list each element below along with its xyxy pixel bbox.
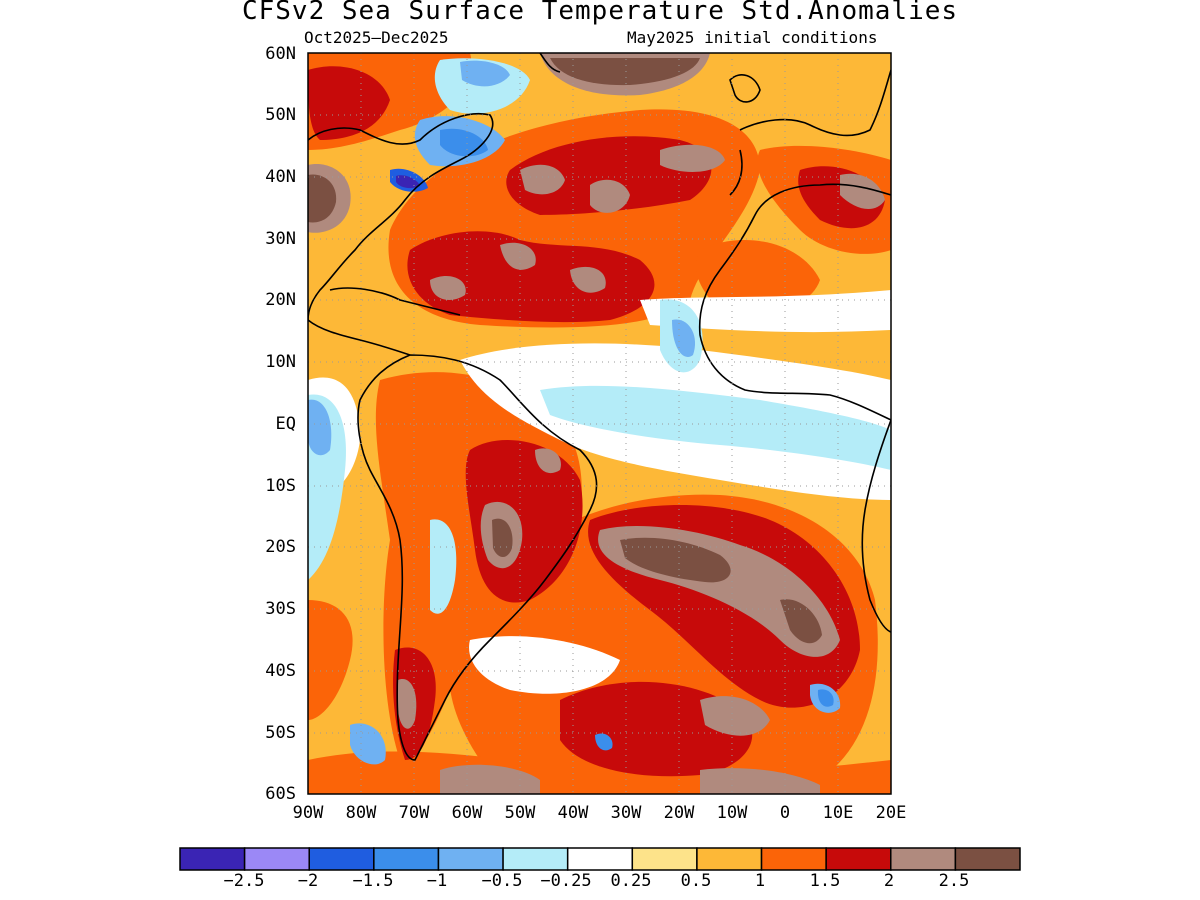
warm-region-west-africa [696,240,820,314]
coastline-britain [729,74,761,103]
map-frame [307,52,892,795]
coastline-south-america [357,354,598,761]
hot-region-nw-atlantic [308,66,390,140]
coastline-north-america [308,113,494,321]
lon-label-20w: 20W [663,803,695,823]
lat-label-40s: 40S [265,661,296,681]
coastline-africa [698,183,891,421]
neutral-band-trade [640,290,891,333]
cold-region-equatorial-pacific [308,399,332,456]
colorbar-label: −1 [426,871,448,891]
colorbar-swatch [825,847,892,871]
colorbar-swatch [502,847,569,871]
colorbar-label: 0.5 [680,871,712,891]
colorbar [179,847,1021,871]
very-hot-region-patagonia [398,679,417,729]
very-hot-region-subtropical [430,242,606,300]
forecast-period: Oct2025–Dec2025 [304,28,449,47]
colorbar-label: −0.5 [481,871,523,891]
colorbar-swatch [437,847,504,871]
lat-label-50s: 50S [265,723,296,743]
lon-label-90w: 90W [292,803,324,823]
colorbar-label: −1.5 [352,871,394,891]
colorbar-swatch [243,847,310,871]
colorbar-swatch [890,847,957,871]
cold-region-west-africa [672,319,696,357]
lon-label-40w: 40W [557,803,589,823]
coastline-europe [739,69,891,137]
warm-region-chile [308,600,353,720]
lon-label-70w: 70W [398,803,430,823]
coastlines [308,53,891,761]
cool-region-equatorial [540,385,891,470]
lat-label-60n: 60N [265,44,296,64]
very-hot-region-central-atlantic [520,144,725,213]
extreme-region-south-atlantic [620,537,822,644]
colorbar-label: −0.25 [540,871,592,891]
colorbar-swatch [696,847,763,871]
lon-label-80w: 80W [345,803,377,823]
coastline-caribbean [329,287,461,316]
lat-label-20s: 20S [265,537,296,557]
colder-region-south-atlantic [817,689,834,707]
colorbar-label: 1 [754,871,766,891]
colorbar-swatch [179,847,246,871]
lon-label-30w: 30W [610,803,642,823]
lon-label-50w: 50W [504,803,536,823]
lon-label-0: 0 [779,803,791,823]
lat-label-20n: 20N [265,290,296,310]
map-title: CFSv2 Sea Surface Temperature Std.Anomal… [241,0,959,26]
lat-label-10n: 10N [265,352,296,372]
lat-label-50n: 50N [265,105,296,125]
lat-label-30n: 30N [265,229,296,249]
coastline-central-america [308,319,411,356]
lat-label-30s: 30S [265,599,296,619]
colorbar-label: 2 [883,871,895,891]
cool-region-argentina [430,519,457,614]
colorbar-swatch [631,847,698,871]
lon-label-60w: 60W [451,803,483,823]
extreme-region-north [550,58,700,86]
deep-cold-region-us-coast [396,175,420,189]
colorbar-label: 1.5 [809,871,841,891]
colorbar-label: −2.5 [223,871,265,891]
colorbar-swatch [954,847,1021,871]
extreme-region-brazil [492,518,513,557]
lon-label-10e: 10E [822,803,854,823]
cold-region-drake [350,723,386,765]
coastline-greenland [539,53,561,73]
colorbar-swatch [566,847,634,871]
colorbar-label: −2 [297,871,319,891]
colorbar-swatch [308,847,375,871]
lon-label-20e: 20E [875,803,907,823]
initial-conditions: May2025 initial conditions [627,28,878,47]
colorbar-label: 2.5 [938,871,970,891]
extreme-region-gulf [308,174,337,223]
lat-label-eq: EQ [275,414,296,434]
lat-label-10s: 10S [265,476,296,496]
lon-label-10w: 10W [716,803,748,823]
lat-label-40n: 40N [265,167,296,187]
coastline-iberia [729,149,743,196]
coastline-south-africa [861,419,891,633]
very-hot-region-south-ocean [440,696,820,794]
colorbar-label: 0.25 [610,871,652,891]
lat-label-60s: 60S [265,784,296,804]
very-hot-region-mediterranean [840,173,885,210]
cold-region-north-atlantic [460,60,510,87]
hot-region-subtropical-atlantic [407,231,655,323]
neutral-band-south [469,636,620,694]
anomaly-field [308,53,891,794]
colorbar-swatch [760,847,827,871]
colder-region-falklands [595,733,613,751]
colorbar-swatch [373,847,440,871]
